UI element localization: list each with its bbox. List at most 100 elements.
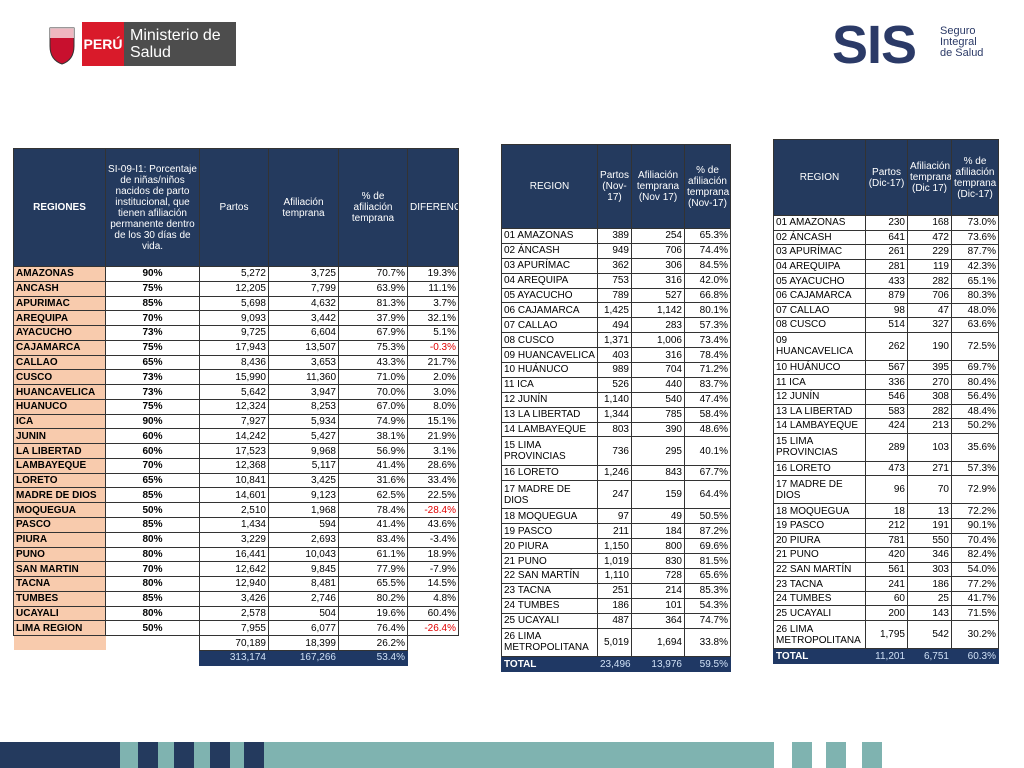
- cell: 17,523: [199, 443, 269, 459]
- cell: 18 MOQUEGUA: [501, 508, 598, 525]
- cell: LAMBAYEQUE: [13, 457, 106, 474]
- cell: 28.6%: [407, 457, 459, 474]
- total-row: TOTAL 23,496 13,976 59.5%: [501, 656, 731, 672]
- cell: 18: [865, 503, 908, 519]
- cell: 7,955: [199, 620, 269, 637]
- table-row: 09 HUANCAVELICA 403 316 78.4%: [501, 347, 731, 364]
- table-row: 03 APURÍMAC 261 229 87.7%: [773, 244, 999, 260]
- cell: 8,436: [199, 354, 269, 371]
- cell: 23 TACNA: [501, 582, 598, 599]
- ministry-box: Ministerio de Salud: [124, 22, 236, 66]
- table-row: 06 CAJAMARCA 879 706 80.3%: [773, 287, 999, 304]
- cell: 25 UCAYALI: [501, 612, 598, 629]
- cell: 50%: [105, 620, 200, 637]
- header-row: REGIONES SI-09-I1: Porcentaje de niñas/ni…: [13, 148, 459, 267]
- cell: 316: [631, 347, 685, 364]
- table-row: 05 AYACUCHO 789 527 66.8%: [501, 287, 731, 304]
- cell: 1,371: [597, 332, 632, 349]
- cell: SAN MARTIN: [13, 561, 106, 578]
- table-row: CUSCO 73% 15,990 11,360 71.0% 2.0%: [13, 369, 459, 386]
- cell: 803: [597, 421, 632, 438]
- cell: 212: [865, 517, 908, 534]
- bar: [244, 742, 264, 768]
- cell: 41.4%: [338, 517, 408, 533]
- cell: 87.2%: [684, 523, 731, 540]
- cell: 3,947: [268, 384, 339, 400]
- cell: 13 LA LIBERTAD: [501, 406, 598, 423]
- table-row: ANCASH 75% 12,205 7,799 63.9% 11.1%: [13, 280, 459, 297]
- cell: 05 AYACUCHO: [773, 273, 866, 289]
- header-cell: % de afiliación temprana (Dic-17): [951, 139, 999, 216]
- table-row: 24 TUMBES 186 101 54.3%: [501, 597, 731, 614]
- cell: 229: [907, 244, 952, 260]
- cell: 19.3%: [407, 266, 459, 282]
- cell: PASCO: [13, 517, 106, 533]
- bar: [120, 742, 138, 768]
- cell: 56.9%: [338, 443, 408, 459]
- cell: 879: [865, 287, 908, 304]
- cell: 706: [907, 287, 952, 304]
- cell: 214: [631, 582, 685, 599]
- table-row: 18 MOQUEGUA 97 49 50.5%: [501, 508, 731, 525]
- cell: 362: [597, 257, 632, 274]
- table-row: 02 ÁNCASH 949 706 74.4%: [501, 242, 731, 259]
- cell: PUNO: [13, 546, 106, 563]
- table-row: 18 MOQUEGUA 18 13 72.2%: [773, 503, 999, 519]
- table-row: 21 PUNO 1,019 830 81.5%: [501, 553, 731, 569]
- cell: 71.2%: [684, 362, 731, 378]
- cell: 78.4%: [684, 347, 731, 364]
- cell: 65.5%: [338, 576, 408, 592]
- cell: 200: [865, 605, 908, 622]
- cell: 10,043: [268, 546, 339, 563]
- table-row: ICA 90% 7,927 5,934 74.9% 15.1%: [13, 413, 459, 430]
- cell: 85%: [105, 517, 200, 533]
- cell: 8,481: [268, 576, 339, 592]
- header-cell: REGION: [501, 144, 598, 229]
- cell: 282: [907, 403, 952, 420]
- cell: 06 CAJAMARCA: [501, 302, 598, 319]
- cell: 336: [865, 374, 908, 390]
- cell: 07 CALLAO: [773, 302, 866, 319]
- cell: [408, 636, 459, 651]
- cell: 71.5%: [951, 605, 999, 622]
- cell: 08 CUSCO: [501, 332, 598, 349]
- table-row: LORETO 65% 10,841 3,425 31.6% 33.4%: [13, 472, 459, 489]
- cell: 19.6%: [338, 605, 408, 622]
- cell: 9,845: [268, 561, 339, 578]
- cell: 41.7%: [951, 590, 999, 607]
- cell: 10,841: [199, 472, 269, 489]
- cell: 594: [268, 517, 339, 533]
- cell: 186: [597, 597, 632, 614]
- header-cell: DIFERENCIA: [407, 148, 459, 267]
- table-row: 19 PASCO 212 191 90.1%: [773, 517, 999, 534]
- cell: 5,019: [597, 627, 632, 658]
- table-row: 70,189 18,399 26.2%: [13, 635, 459, 651]
- cell: CALLAO: [13, 354, 106, 371]
- cell: 706: [631, 242, 685, 259]
- cell: 186: [907, 576, 952, 592]
- cell: 74.7%: [684, 612, 731, 629]
- cell: 70%: [105, 561, 200, 578]
- sis-mark: SIS: [832, 15, 917, 75]
- cell: 11 ICA: [773, 374, 866, 390]
- cell: -7.9%: [407, 561, 459, 578]
- cell: 60%: [105, 428, 200, 445]
- cell: 70,189: [199, 635, 269, 651]
- cell: 6,604: [268, 325, 339, 341]
- cell: 420: [865, 547, 908, 563]
- cell: 50%: [105, 502, 200, 519]
- cell: 70%: [105, 457, 200, 474]
- cell: 2,693: [268, 531, 339, 548]
- table-row: 01 AMAZONAS 389 254 65.3%: [501, 228, 731, 244]
- cell: 90%: [105, 266, 200, 282]
- cell: 487: [597, 612, 632, 629]
- cell: 48.6%: [684, 421, 731, 438]
- table-row: TACNA 80% 12,940 8,481 65.5% 14.5%: [13, 576, 459, 592]
- cell: 5,272: [199, 266, 269, 282]
- cell: 313,174: [199, 649, 269, 667]
- cell: 42.3%: [951, 258, 999, 275]
- table-row: 08 CUSCO 514 327 63.6%: [773, 317, 999, 333]
- cell: 80.3%: [951, 287, 999, 304]
- cell: 2,578: [199, 605, 269, 622]
- cell: 07 CALLAO: [501, 317, 598, 334]
